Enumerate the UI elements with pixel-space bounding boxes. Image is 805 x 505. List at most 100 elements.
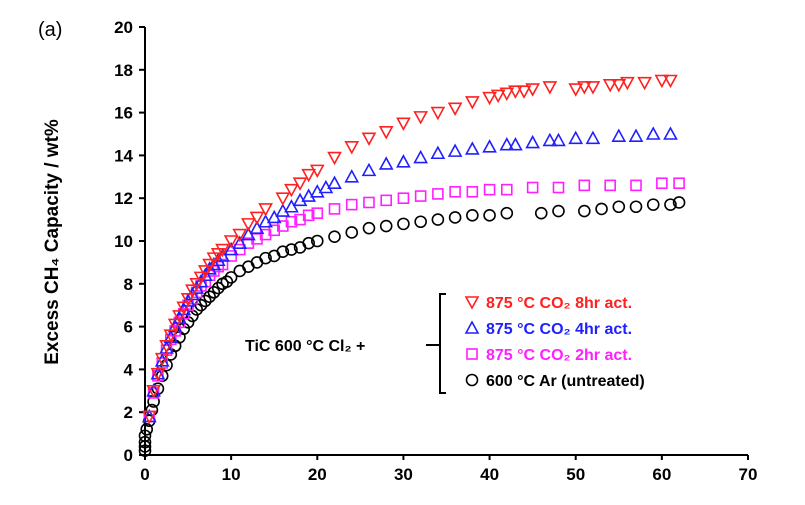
series-square	[143, 177, 685, 423]
data-point	[207, 286, 221, 299]
data-point	[490, 89, 506, 104]
data-point	[483, 209, 496, 222]
x-tick-label: 30	[394, 465, 413, 484]
data-point	[302, 236, 315, 250]
x-tick-label: 10	[222, 465, 241, 484]
legend: TiC 600 °C Cl₂ + 875 °C CO₂ 8hr act.875 …	[245, 293, 645, 394]
data-point	[568, 130, 584, 145]
data-point	[378, 156, 394, 170]
data-point	[176, 301, 192, 316]
y-tick-label: 2	[124, 403, 133, 422]
data-point	[363, 196, 375, 209]
data-point	[241, 226, 256, 241]
y-tick-label: 4	[124, 360, 134, 379]
data-point	[500, 183, 513, 196]
data-point	[576, 81, 592, 95]
legend-label: 875 °C CO₂ 2hr act.	[486, 347, 632, 364]
data-point	[397, 192, 410, 204]
axes: 0 10 20 30 40 50 60 70 0 2 4 6 8 10 12 14 16 18 20	[114, 18, 757, 484]
data-point	[284, 183, 299, 198]
data-point	[380, 194, 393, 207]
data-point	[447, 102, 463, 116]
data-point	[285, 243, 298, 256]
legend-marker	[464, 296, 480, 310]
x-tick-label: 0	[140, 465, 149, 484]
data-point	[645, 126, 661, 140]
data-point	[154, 352, 170, 367]
data-point	[378, 126, 394, 140]
data-point	[466, 185, 479, 198]
data-point	[430, 145, 446, 160]
data-point	[202, 261, 217, 275]
data-point	[138, 429, 152, 443]
legend-prefix: TiC 600 °C Cl₂ +	[245, 338, 365, 355]
data-point	[673, 177, 685, 190]
data-point	[327, 175, 342, 190]
data-point	[180, 292, 196, 307]
data-point	[396, 154, 411, 168]
data-point	[525, 83, 540, 97]
data-point	[285, 215, 298, 228]
data-point	[664, 198, 677, 211]
x-tick-label: 20	[308, 465, 327, 484]
y-tick-label: 0	[124, 446, 133, 465]
data-point	[345, 198, 358, 211]
legend-label: 600 °C Ar (untreated)	[486, 373, 645, 390]
data-point	[464, 141, 480, 155]
data-point	[628, 128, 644, 142]
data-point	[637, 76, 652, 91]
data-point	[301, 168, 317, 183]
data-point	[604, 179, 616, 192]
data-point	[220, 275, 234, 288]
data-point	[630, 179, 642, 192]
data-point	[483, 183, 496, 196]
legend-marker	[465, 373, 479, 387]
data-point	[301, 188, 317, 202]
data-point	[311, 207, 324, 219]
data-point	[258, 214, 273, 228]
data-point	[292, 192, 308, 207]
data-point	[672, 196, 686, 209]
data-point	[482, 139, 497, 153]
legend-entries: 875 °C CO₂ 8hr act. 875 °C CO₂ 4hr act. 87…	[464, 295, 645, 390]
data-point	[223, 235, 239, 249]
data-point	[516, 85, 532, 99]
data-point	[413, 111, 429, 125]
data-point	[602, 78, 618, 93]
data-point	[163, 329, 179, 343]
data-point	[449, 185, 461, 198]
data-point	[232, 235, 248, 249]
data-point	[361, 132, 377, 146]
y-tick-label: 8	[124, 275, 133, 294]
data-point	[542, 81, 558, 95]
data-point	[203, 290, 216, 303]
data-point	[646, 198, 660, 211]
data-point	[258, 203, 273, 217]
data-point	[327, 151, 342, 166]
data-point	[499, 87, 515, 102]
data-point	[197, 265, 213, 279]
data-point	[663, 126, 678, 140]
data-point	[266, 209, 282, 224]
data-point	[432, 188, 444, 200]
data-point	[526, 181, 539, 194]
data-point	[611, 78, 627, 93]
y-tick-label: 14	[114, 146, 133, 165]
series-layer	[138, 74, 686, 458]
y-tick-label: 12	[114, 189, 133, 208]
data-point	[578, 179, 591, 192]
data-point	[379, 219, 393, 233]
data-point	[224, 271, 238, 284]
data-point	[611, 128, 627, 142]
data-point	[275, 203, 291, 217]
data-point	[551, 132, 566, 147]
data-point	[249, 211, 265, 226]
data-point	[206, 256, 222, 271]
data-point	[138, 444, 152, 458]
data-point	[585, 130, 601, 145]
data-point	[202, 258, 217, 273]
data-point	[193, 273, 209, 288]
data-point	[199, 294, 212, 308]
y-tick-label: 16	[114, 104, 133, 123]
data-point	[620, 76, 635, 91]
